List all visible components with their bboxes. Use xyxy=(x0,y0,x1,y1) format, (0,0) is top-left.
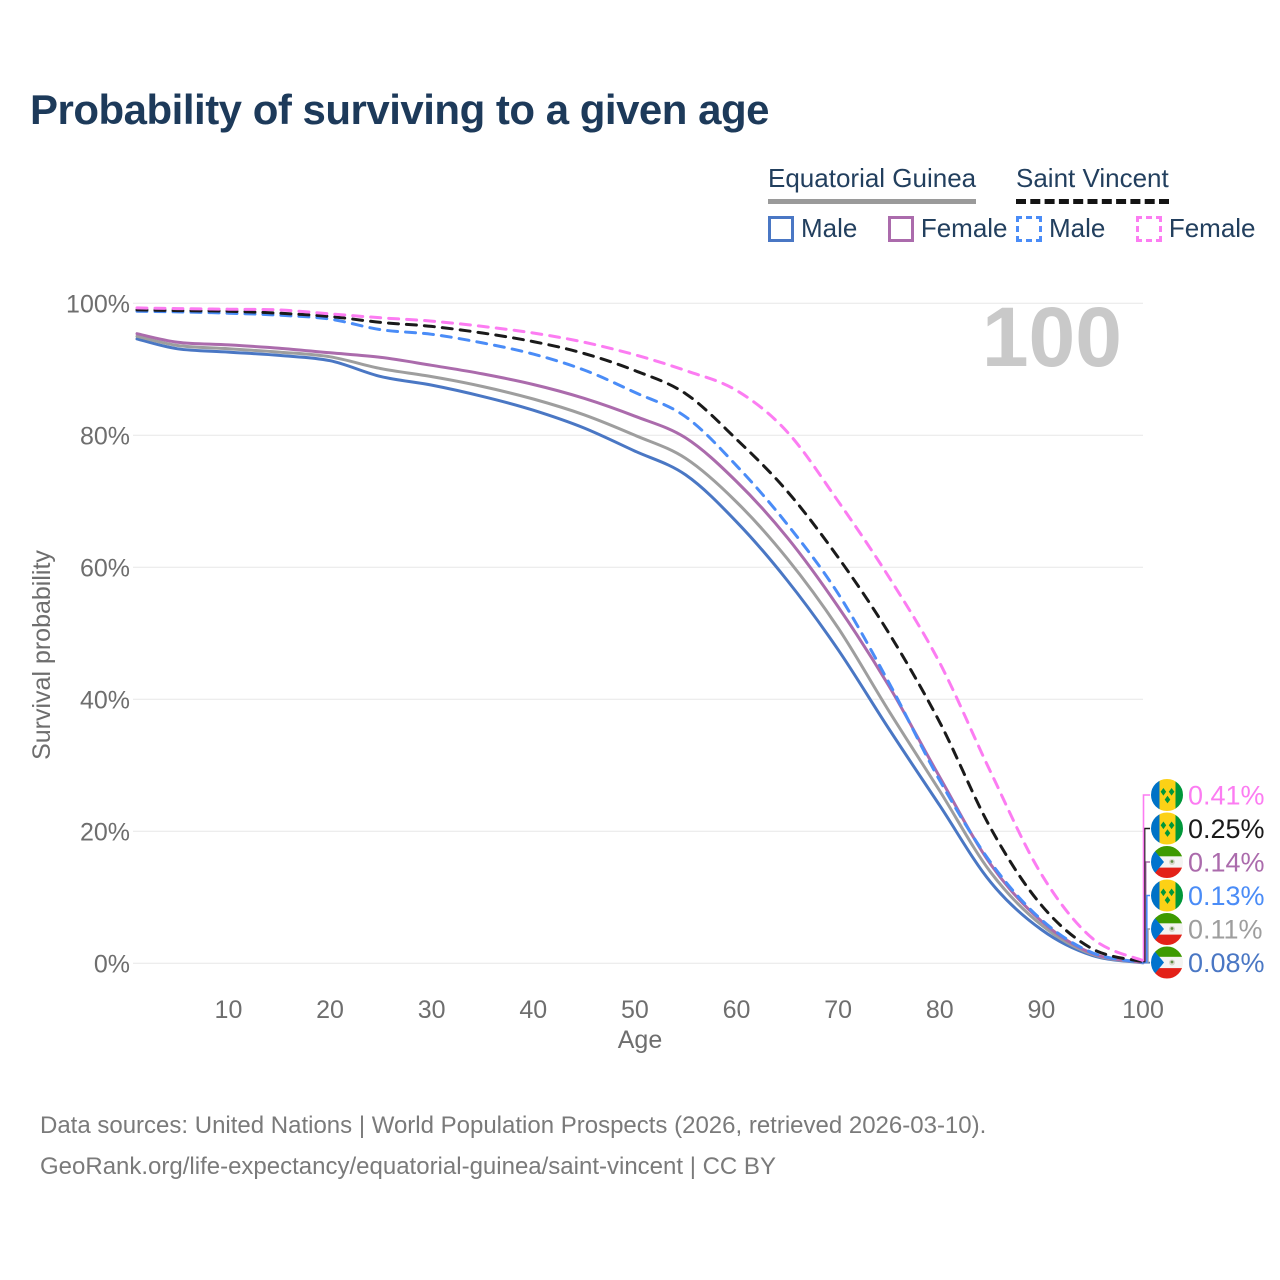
end-value-label: 0.08% xyxy=(1188,948,1265,978)
end-value-label: 0.25% xyxy=(1188,814,1265,844)
y-axis-title: Survival probability xyxy=(28,550,56,760)
legend-item-saint-vincent-male[interactable]: Male xyxy=(1016,213,1105,244)
footer-attribution: GeoRank.org/life-expectancy/equatorial-g… xyxy=(40,1152,776,1180)
saint-vincent-both-line[interactable] xyxy=(135,308,1145,964)
line-layer xyxy=(135,306,1145,965)
x-tick-label: 20 xyxy=(316,996,344,1024)
end-label-layer: 0.41%0.25% 0.14%0.13% 0.11%0.08% xyxy=(1142,778,1265,980)
x-tick-label: 40 xyxy=(519,996,547,1024)
legend-item-label: Male xyxy=(801,213,858,243)
hovered-age-watermark: 100 xyxy=(982,290,1122,384)
footer: Data sources: United Nations | World Pop… xyxy=(40,1106,986,1188)
saint-vincent-male-swatch-icon xyxy=(1016,215,1042,242)
y-tick-label: 40% xyxy=(80,686,130,714)
x-tick-label: 90 xyxy=(1027,996,1055,1024)
legend-item-equatorial-guinea-male[interactable]: Male xyxy=(768,213,857,244)
x-tick-label: 50 xyxy=(621,996,649,1024)
equatorial-guinea-female-swatch-icon xyxy=(887,215,914,242)
x-tick-label: 70 xyxy=(824,996,852,1024)
legend-item-label: Female xyxy=(1168,213,1256,243)
legend-item-saint-vincent-female[interactable]: Female xyxy=(1135,213,1256,244)
saint-vincent-flag-icon xyxy=(1150,778,1184,812)
saint-vincent-female-line[interactable] xyxy=(135,306,1145,963)
saint-vincent-female-swatch-icon xyxy=(1135,215,1162,242)
page-title: Probability of surviving to a given age xyxy=(30,86,769,133)
x-tick-label: 10 xyxy=(215,996,243,1024)
y-tick-label: 80% xyxy=(80,422,130,450)
y-tick-label: 20% xyxy=(80,818,130,846)
equatorial-guinea-flag-icon xyxy=(1150,845,1184,879)
equatorial-guinea-female-line[interactable] xyxy=(135,332,1145,964)
end-label-connector xyxy=(1143,894,1151,964)
legend-group-equatorial-guinea: Equatorial Guinea Male Female xyxy=(768,163,1034,247)
x-tick-label: 100 xyxy=(1122,996,1164,1024)
grid-layer: 0% 20% 40% 60% 80% 100% 10 20 30 40 50 60 70 80 90 100 xyxy=(66,290,1164,1024)
end-value-label: 0.11% xyxy=(1188,915,1263,945)
end-label-connector xyxy=(1143,827,1151,963)
legend-item-equatorial-guinea-female[interactable]: Female xyxy=(887,213,1008,244)
x-tick-label: 60 xyxy=(723,996,751,1024)
equatorial-guinea-flag-icon xyxy=(1150,945,1184,980)
end-value-label: 0.41% xyxy=(1188,781,1265,811)
equatorial-guinea-flag-icon xyxy=(1150,912,1184,946)
legend-item-label: Male xyxy=(1049,213,1106,243)
legend-title-equatorial-guinea: Equatorial Guinea xyxy=(768,163,977,204)
footer-data-sources: Data sources: United Nations | World Pop… xyxy=(40,1112,987,1139)
equatorial-guinea-both-line[interactable] xyxy=(135,334,1145,965)
end-label-connector xyxy=(1142,794,1151,962)
y-tick-label: 100% xyxy=(66,290,130,318)
end-value-label: 0.14% xyxy=(1188,848,1265,878)
legend-item-label: Female xyxy=(920,213,1008,243)
saint-vincent-flag-icon xyxy=(1150,811,1184,846)
saint-vincent-flag-icon xyxy=(1150,878,1184,913)
x-axis-title: Age xyxy=(618,1026,662,1054)
legend-group-saint-vincent: Saint Vincent Male Female xyxy=(1016,163,1256,247)
y-tick-label: 0% xyxy=(94,950,130,978)
saint-vincent-male-line[interactable] xyxy=(135,309,1145,964)
y-tick-label: 60% xyxy=(80,554,130,582)
end-value-label: 0.13% xyxy=(1188,881,1265,911)
x-tick-label: 80 xyxy=(926,996,954,1024)
x-tick-label: 30 xyxy=(418,996,446,1024)
equatorial-guinea-male-line[interactable] xyxy=(135,337,1145,965)
legend-title-saint-vincent: Saint Vincent xyxy=(1016,163,1169,204)
equatorial-guinea-male-swatch-icon xyxy=(768,215,794,242)
